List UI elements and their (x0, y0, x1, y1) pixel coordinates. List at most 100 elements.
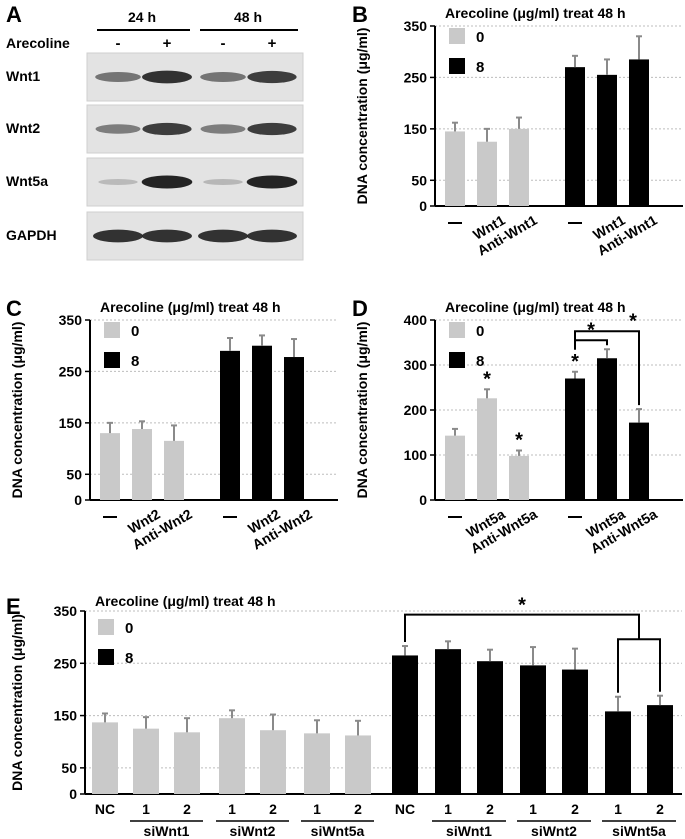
legend-swatch (449, 58, 465, 74)
y-tick-label: 250 (54, 655, 78, 671)
blot-band (200, 124, 246, 134)
bar (100, 433, 120, 500)
y-axis-label: DNA concentration (μg/ml) (9, 614, 25, 791)
legend-swatch (449, 28, 465, 44)
legend-label: 0 (476, 323, 484, 340)
x-category-label: 2 (183, 801, 191, 817)
bar-chart-sirna: DNA concentration (μg/ml) 0 50 150 250 350 Are… (9, 593, 682, 839)
x-category-label: 2 (656, 801, 664, 817)
significance-asterisk: * (571, 351, 579, 373)
bar (220, 350, 240, 500)
bar (219, 718, 245, 794)
time-label: 48 h (234, 9, 262, 25)
bar-chart-wnt2: DNA concentration (μg/ml) 0 50 150 250 350 Are… (9, 299, 338, 553)
panel-letter-c: C (6, 296, 22, 321)
x-category-label: NC (395, 801, 415, 817)
blot-band (247, 70, 297, 84)
significance-asterisk: * (515, 430, 523, 452)
chart-title: Arecoline (μg/ml) treat 48 h (445, 5, 626, 21)
x-category-label: 1 (142, 801, 150, 817)
chart-title: Arecoline (μg/ml) treat 48 h (95, 593, 276, 609)
panel-letter-d: D (352, 296, 368, 321)
bar (597, 358, 617, 500)
group-label: siWnt2 (531, 823, 577, 839)
y-tick-label: 200 (404, 402, 428, 418)
y-axis-label: DNA concentration (μg/ml) (354, 322, 370, 499)
x-category-label: 1 (313, 801, 321, 817)
blot-row-label: Wnt1 (6, 68, 40, 84)
legend-swatch (104, 352, 120, 368)
bar-chart-wnt1: DNA concentration (μg/ml) 0 50 150 250 350 Are… (354, 5, 683, 259)
bar (565, 378, 585, 500)
x-category-label: 1 (444, 801, 452, 817)
bar (345, 735, 371, 794)
group-label: siWnt1 (446, 823, 492, 839)
treatment-label: Arecoline (6, 35, 70, 51)
blot-row-label: GAPDH (6, 227, 57, 243)
bar (509, 455, 529, 500)
y-tick-label: 50 (61, 760, 77, 776)
bar (647, 705, 673, 794)
bar (284, 357, 304, 500)
panel-letter-e: E (6, 594, 21, 619)
blot-band (142, 122, 192, 136)
significance-bracket (617, 638, 661, 693)
panel-letter-b: B (352, 2, 368, 27)
blot-row-label: Wnt5a (6, 173, 48, 189)
legend-label: 8 (125, 650, 133, 667)
y-tick-label: 400 (404, 312, 428, 328)
legend-label: 0 (476, 29, 484, 46)
legend-swatch (449, 352, 465, 368)
bar (164, 440, 184, 500)
blot-band (95, 72, 141, 82)
blot-band (247, 122, 297, 136)
bar (174, 732, 200, 794)
y-axis-label: DNA concentration (μg/ml) (9, 322, 25, 499)
y-tick-label: 350 (54, 603, 78, 619)
y-tick-label: 50 (411, 172, 427, 188)
bar (252, 345, 272, 500)
blot-band (141, 175, 193, 189)
bar (562, 669, 588, 794)
bar (132, 429, 152, 500)
bar (260, 730, 286, 794)
bar (435, 649, 461, 794)
bar (477, 398, 497, 500)
bar (477, 141, 497, 206)
significance-bracket (404, 613, 640, 643)
y-tick-label: 150 (59, 415, 83, 431)
y-tick-label: 150 (54, 708, 78, 724)
bar (392, 655, 418, 794)
legend-label: 8 (476, 59, 484, 76)
bar (605, 711, 631, 794)
legend-label: 0 (131, 323, 139, 340)
y-tick-label: 250 (404, 69, 428, 85)
group-label: siWnt2 (230, 823, 276, 839)
y-tick-label: 350 (59, 312, 83, 328)
legend-label: 8 (476, 353, 484, 370)
y-tick-label: 300 (404, 357, 428, 373)
y-tick-label: 150 (404, 121, 428, 137)
y-tick-label: 0 (419, 492, 427, 508)
significance-asterisk: * (483, 368, 491, 390)
chart-title: Arecoline (μg/ml) treat 48 h (100, 299, 281, 315)
y-tick-label: 250 (59, 363, 83, 379)
blot-band (203, 178, 243, 186)
x-category-label: 1 (614, 801, 622, 817)
lane-sign: + (163, 35, 172, 52)
lane-sign: - (116, 35, 121, 52)
bar (445, 435, 465, 500)
bar (565, 67, 585, 207)
legend-label: 0 (125, 620, 133, 637)
bar (509, 128, 529, 206)
blot-band (95, 124, 141, 134)
lane-sign: + (268, 35, 277, 52)
y-tick-label: 50 (66, 466, 82, 482)
blot-band (200, 72, 246, 82)
legend-swatch (98, 649, 114, 665)
bar-chart-wnt5a: DNA concentration (μg/ml) 0 100 200 300 400 Ar… (354, 299, 683, 557)
x-category-label: NC (95, 801, 115, 817)
western-blot: 24 h 48 h Arecoline - + - + Wnt1 Wnt2 Wnt5a GAPDH (6, 9, 304, 261)
significance-bracket (574, 339, 608, 350)
x-category-label: 1 (228, 801, 236, 817)
